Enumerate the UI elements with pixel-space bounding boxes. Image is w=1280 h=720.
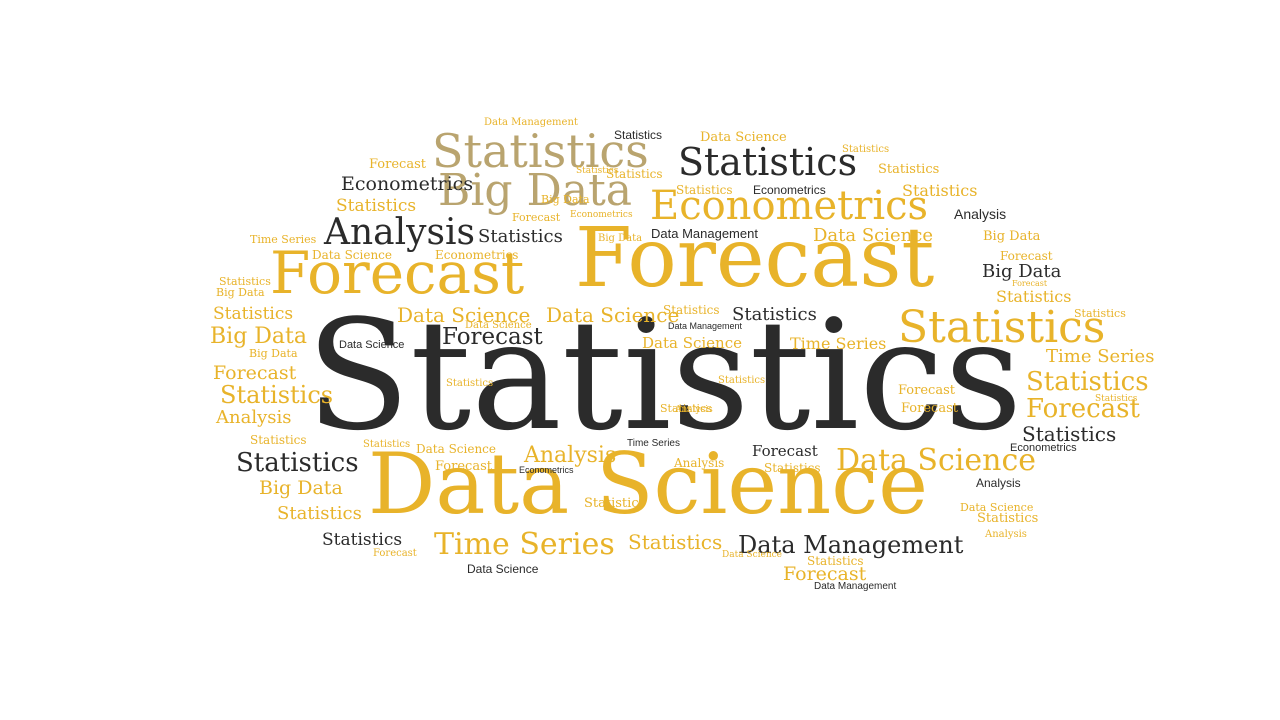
word-data-science-tiny-dark: Data Science [339,340,404,351]
word-statistics-bottom: Statistics [628,532,722,552]
word-analysis-tiny-center: Analysis [675,406,713,415]
word-big-data-left: Big Data [210,326,307,348]
word-statistics-center-dark: Statistics [732,306,817,324]
word-data-science-small-left: Data Science [416,443,496,455]
word-data-management-tiny-top: Data Management [484,118,578,128]
word-data-management-tiny: Data Management [814,582,896,592]
word-time-series-tiny-top: Statistics [614,129,662,141]
word-statistics-right-2: Statistics [1026,369,1149,395]
word-statistics-top-right: Statistics [902,183,977,199]
word-data-science-tl: Data Science [312,249,392,261]
word-big-data-tiny-left-2: Big Data [249,348,298,359]
word-statistics-right-small: Statistics [996,289,1071,305]
word-forecast-tiny-right: Forecast [1000,250,1053,262]
word-forecast-tiny-bottom: Forecast [373,549,417,559]
word-time-series-right: Time Series [1046,348,1154,366]
word-forecast-left-2: Forecast [213,364,296,383]
word-data-science-tiny-br-2: Data Science [722,551,782,560]
word-analysis-tiny-right: Analysis [976,477,1021,489]
word-data-management-tiny-center: Data Management [668,322,742,331]
word-statistics-bottom-left: Statistics [277,505,362,523]
word-statistics-tiny-top-2: Statistics [576,167,618,176]
word-statistics-tiny-left-4: Statistics [363,440,410,450]
word-forecast-small-dark: Forecast [752,444,818,459]
word-analysis-small: Analysis [674,457,724,469]
word-statistics-tiny-bottom: Statistics [584,497,645,510]
word-forecast-small-bottom: Forecast [435,460,492,473]
word-data-science-mid: Data Science [813,227,933,245]
word-time-series-tiny-center: Time Series [627,439,680,449]
word-statistics-dark-top: Statistics [678,143,857,181]
word-analysis-tiny-dark: Analysis [954,207,1006,221]
word-analysis-left: Analysis [216,409,291,427]
word-forecast-right-small-2: Forecast [901,402,958,415]
word-analysis-tiny-br: Analysis [985,530,1027,540]
word-forecast-tiny-center: Forecast [512,212,560,223]
word-data-science-center: Data Science [642,336,742,351]
word-statistics-top-right-2: Statistics [878,163,939,176]
word-statistics-small-top: Statistics [676,184,733,196]
word-big-data-tiny-center: Big Data [598,234,642,244]
word-statistics-tiny-center-2: Statistics [663,304,720,316]
word-data-management-small: Data Management [651,227,758,240]
word-econometrics-tiny-center: Econometrics [519,466,574,475]
word-big-data-bottom-left: Big Data [259,479,343,498]
word-forecast-top-left: Econometrics [341,175,473,194]
word-time-series-tiny-left: Time Series [250,234,316,245]
word-statistics-tiny-far-right: Statistics [1074,308,1126,319]
word-statistics-right-dark: Statistics [1022,424,1116,444]
word-statistics-bottom-dark: Statistics [322,532,402,549]
word-data-science-right: Data Science [836,446,1036,476]
word-statistics-tl: Statistics [336,198,416,215]
word-statistics-tiny-left: Statistics [250,434,307,446]
word-analysis-mid: Analysis [524,445,616,467]
word-statistics-tiny-right: Statistics [764,462,821,474]
word-forecast-center: Data Science [546,305,679,325]
word-econometrics-tiny-top: Econometrics [570,211,633,220]
word-statistics-tiny-mid: Statistics [718,376,765,386]
word-statistics-tiny-left-3: Statistics [219,276,271,287]
word-statistics-tiny-left-2: Statistics [446,379,493,389]
word-econometrics-tiny-dark: Econometrics [1010,443,1077,454]
word-big-data-small-right: Big Data [983,230,1040,243]
word-statistics-tiny-top-right: Statistics [842,145,889,155]
word-data-science-tiny-bottom: Data Science [467,563,538,575]
word-econometrics-small-dark: Econometrics [753,184,826,196]
word-data-science-tiny-center: Data Science [465,321,532,331]
word-analysis-dark: Analysis [324,215,475,251]
word-statistics-left-dark: Statistics [236,450,359,476]
word-big-data-tiny-left: Big Data [216,287,265,298]
word-data-science-tiny-br: Data Science [960,502,1033,513]
word-time-series-bottom: Time Series [434,530,615,560]
word-forecast-right-small: Forecast [898,384,955,397]
word-forecast-left: Statistics [213,306,293,323]
word-data-science-tiny-top: Data Science [700,131,787,144]
word-forecast-tiny-top: Forecast [369,158,426,171]
word-econometrics-tiny-left: Econometrics [435,249,518,261]
word-time-series-center: Time Series [790,336,886,352]
word-statistics-left: Statistics [220,383,333,407]
word-statistics-tiny-far-right-2: Statistics [1095,395,1137,404]
word-statistics-tiny-bottom-2: Statistics [807,555,864,567]
word-statistics-mid-dark: Statistics [478,228,563,246]
word-big-data-tiny-top: Big Data [541,194,590,205]
word-forecast-tiny-right-2: Forecast [1012,280,1047,288]
